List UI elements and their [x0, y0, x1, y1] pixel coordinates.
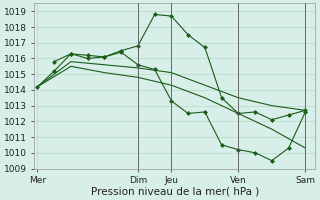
- X-axis label: Pression niveau de la mer( hPa ): Pression niveau de la mer( hPa ): [91, 187, 259, 197]
